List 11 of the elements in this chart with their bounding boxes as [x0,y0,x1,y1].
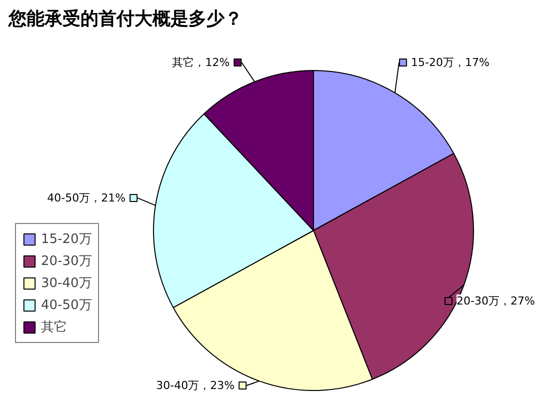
data-label: 15-20万，17% [411,56,490,69]
legend-label: 其它 [41,319,67,336]
data-label: 40-50万，21% [47,191,126,204]
legend-label: 30-40万 [41,275,92,292]
legend-label: 20-30万 [41,253,92,270]
data-label: 20-30万，27% [456,294,535,308]
legend-label: 40-50万 [41,297,92,314]
data-label: 30-40万，23% [156,379,235,392]
chart-title: 您能承受的首付大概是多少？ [8,8,242,30]
legend-label: 15-20万 [41,231,92,248]
data-label: 其它，12% [172,56,230,69]
